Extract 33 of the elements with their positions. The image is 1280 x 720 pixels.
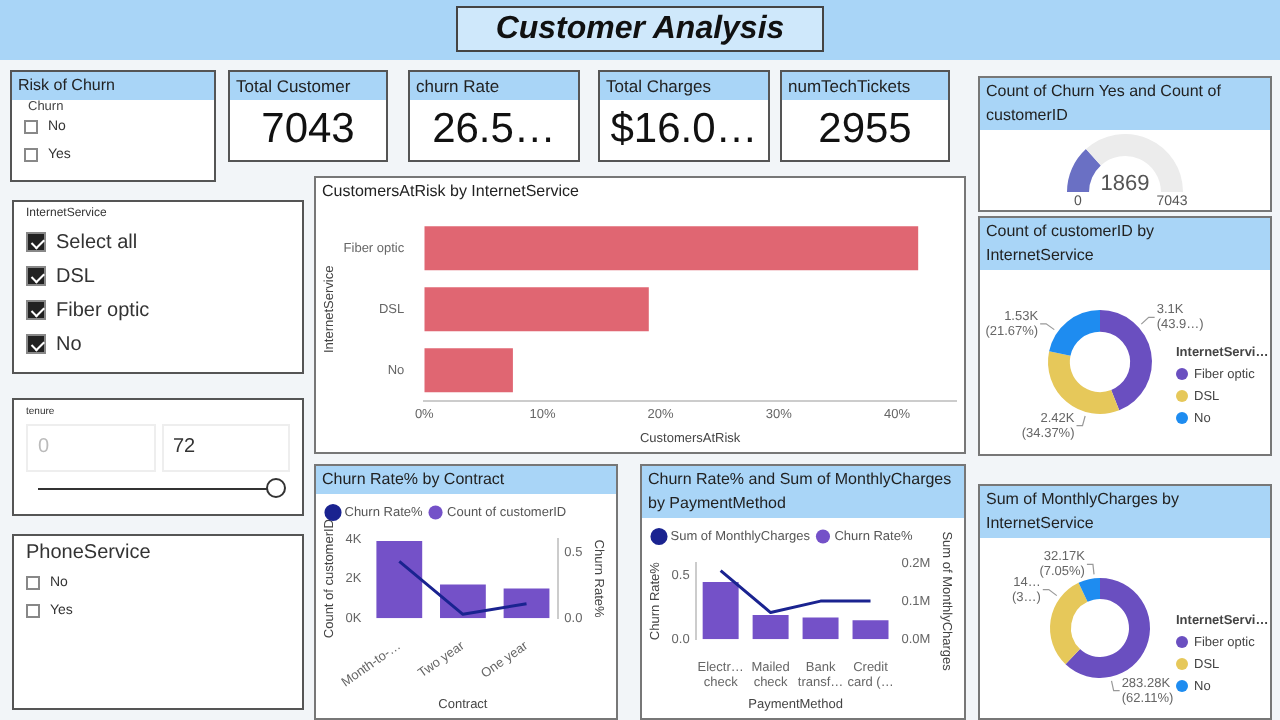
chart-title: Count of customerID by InternetService: [980, 218, 1270, 270]
text: Select all: [54, 230, 140, 258]
text: 1869: [1100, 172, 1150, 196]
chart-title: CustomersAtRisk by InternetService: [320, 180, 581, 204]
text: PhoneService: [24, 540, 153, 568]
text: 72: [161, 424, 290, 472]
bar: [424, 287, 649, 332]
text: DSL: [54, 264, 97, 292]
bar: [376, 540, 423, 619]
bar: [802, 617, 839, 640]
text: $16.0…: [608, 104, 760, 156]
text: Customer Analysis: [456, 6, 824, 52]
text: No: [54, 332, 84, 360]
chart-title: Sum of MonthlyCharges by InternetService: [980, 486, 1270, 538]
text: numTechTickets: [782, 72, 948, 100]
text: Total Customer: [230, 72, 386, 100]
text: churn Rate: [410, 72, 578, 100]
bar: [702, 582, 739, 640]
bar: [424, 348, 513, 393]
bar: [852, 620, 889, 640]
bar: [752, 615, 789, 640]
text: Total Charges: [600, 72, 768, 100]
text: Risk of Churn: [12, 72, 214, 100]
text: Fiber optic: [54, 298, 152, 326]
chart-title: Count of Churn Yes and Count of customerID: [980, 78, 1270, 130]
bar: [503, 588, 550, 619]
text: 0: [26, 424, 155, 472]
chart-title: Churn Rate% by Contract: [316, 466, 616, 494]
text: 2955: [816, 104, 914, 156]
text: 7043: [259, 104, 357, 156]
bar: [424, 226, 919, 271]
text: 26.5…: [430, 104, 558, 156]
chart-title: Churn Rate% and Sum of MonthlyCharges by PaymentMethod: [642, 466, 964, 518]
